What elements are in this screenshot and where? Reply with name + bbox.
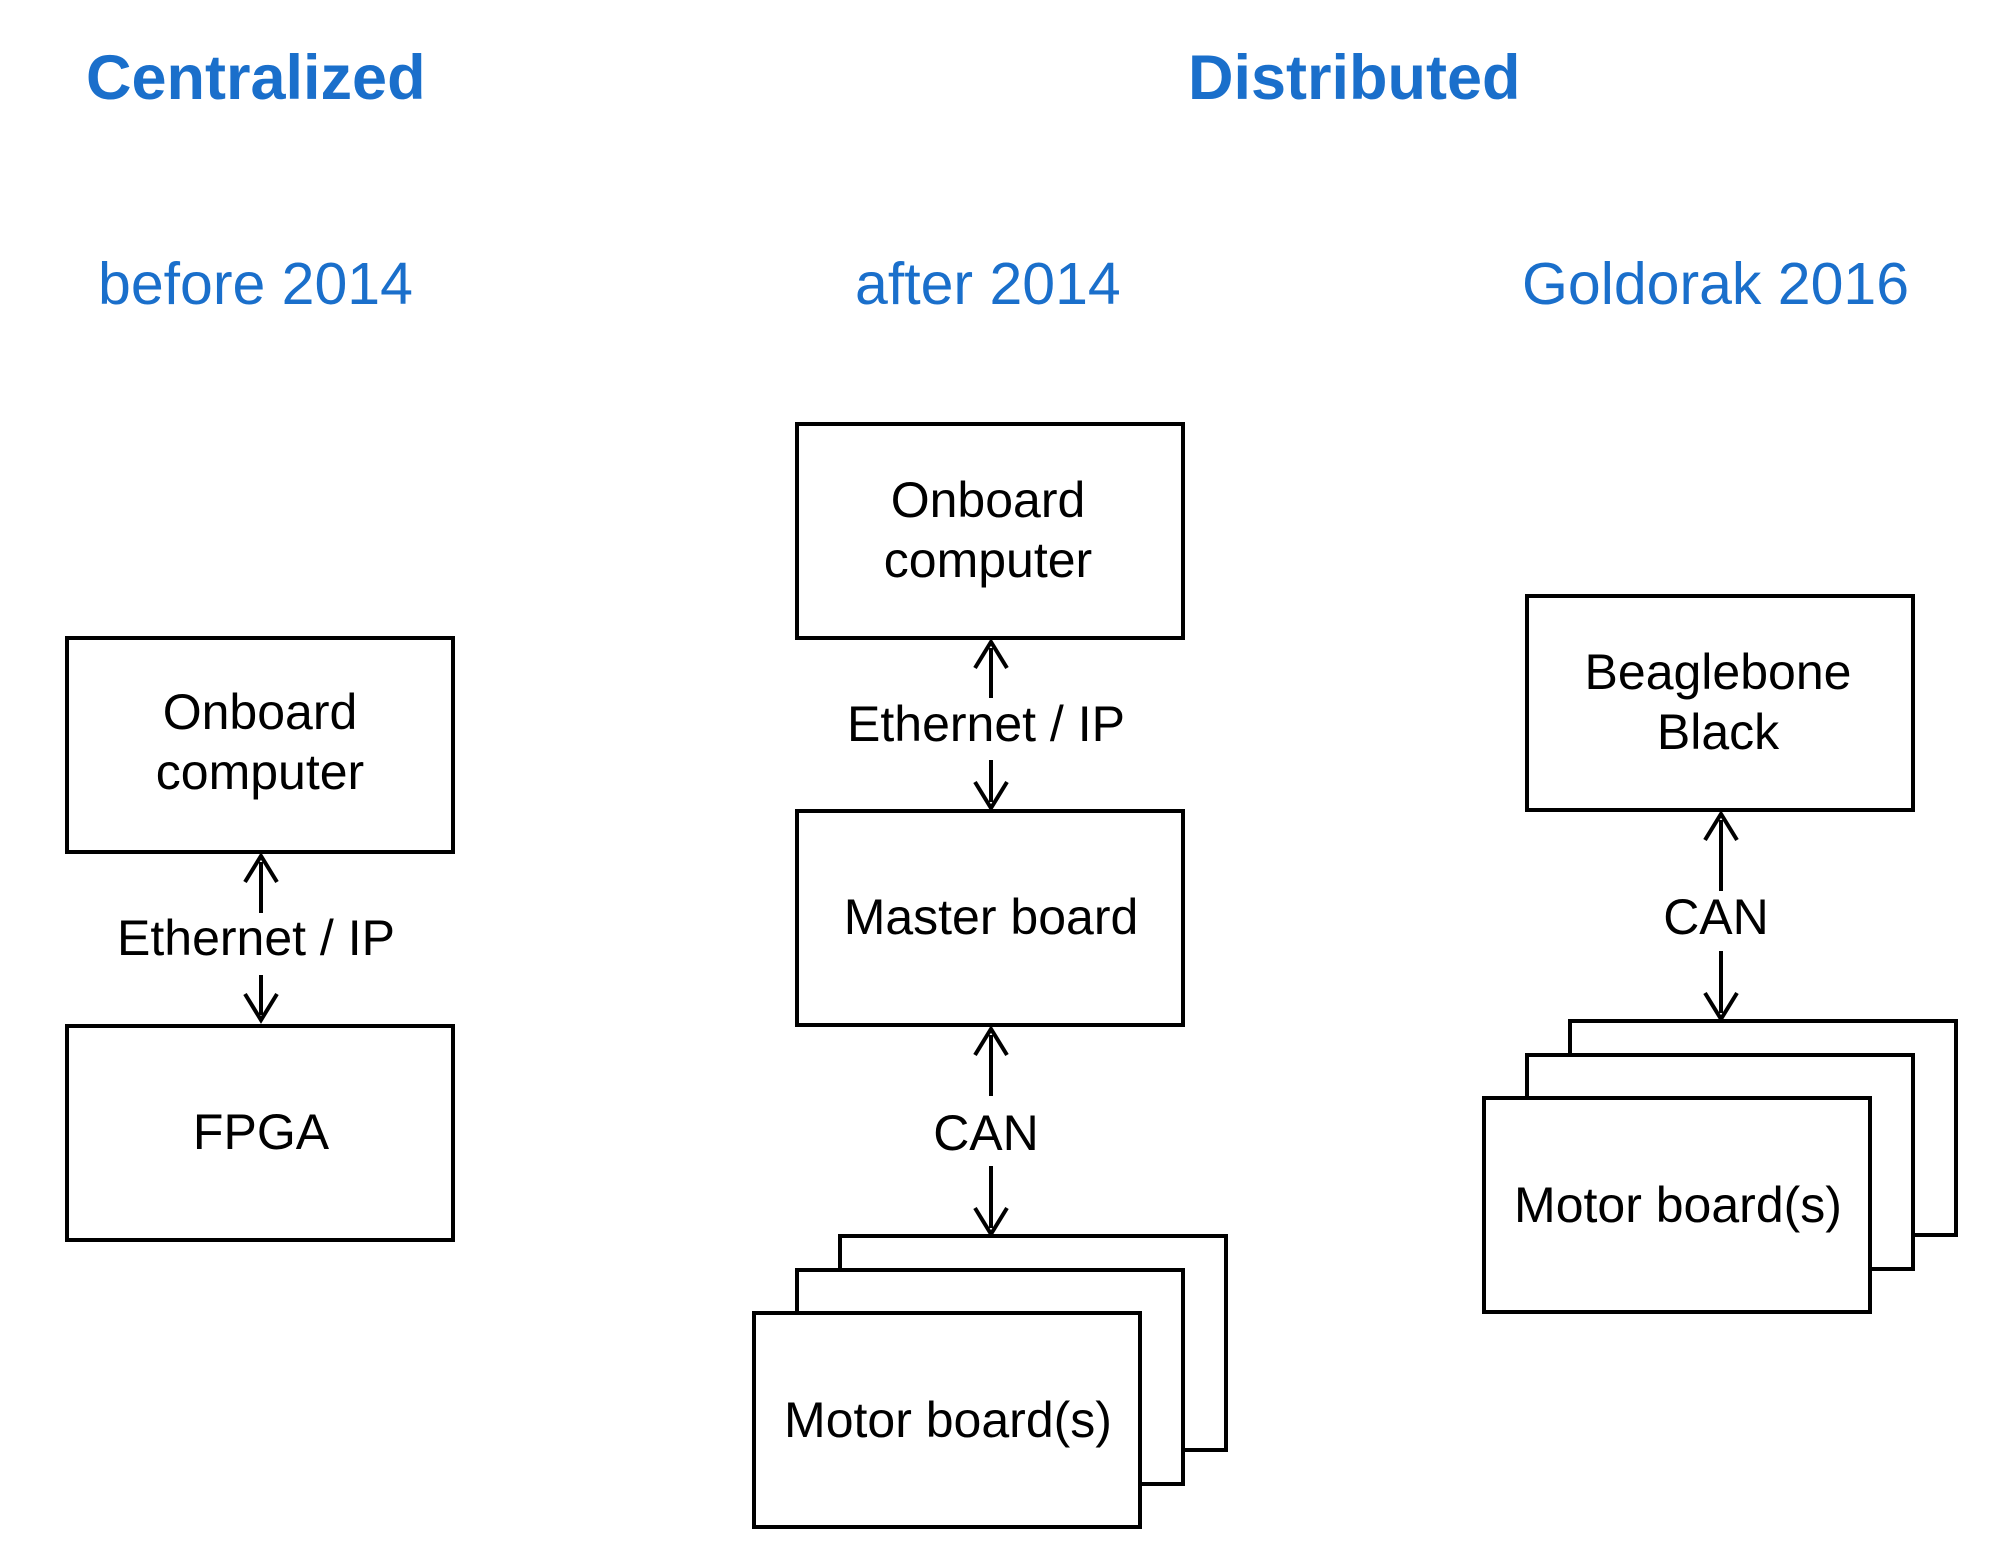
- master-board-label: Master board: [844, 889, 1139, 945]
- onboard-computer-label: computer: [156, 744, 364, 800]
- onboard-computer-label: Onboard: [163, 684, 358, 740]
- motor-board-box: [1482, 1096, 1872, 1314]
- column-heading-after-2014: after 2014: [855, 251, 1121, 317]
- motor-board-label: Motor board(s): [1514, 1177, 1842, 1233]
- master-board-box: [795, 809, 1185, 1027]
- onboard-computer-box: [795, 422, 1185, 640]
- after-2014-column: Onboard computer Ethernet / IP Master bo…: [752, 422, 1228, 1529]
- centralized-heading: Centralized: [86, 43, 426, 113]
- arrow-down-icon: [973, 780, 1009, 812]
- goldorak-2016-column: Beaglebone Black CAN Motor board(s): [1482, 594, 1958, 1314]
- distributed-heading: Distributed: [1188, 43, 1521, 113]
- beaglebone-black-label: Black: [1657, 704, 1780, 760]
- arrow-up-icon: [973, 638, 1009, 670]
- ethernet-ip-label: Ethernet / IP: [847, 696, 1125, 752]
- ethernet-ip-label: Ethernet / IP: [117, 910, 395, 966]
- onboard-computer-box: [65, 636, 455, 854]
- onboard-computer-label: computer: [884, 532, 1092, 588]
- arrow-up-icon: [1703, 810, 1739, 842]
- fpga-label: FPGA: [193, 1104, 330, 1160]
- motor-board-box: [752, 1311, 1142, 1529]
- onboard-computer-label: Onboard: [891, 472, 1086, 528]
- arrow-up-icon: [973, 1025, 1009, 1057]
- column-heading-goldorak-2016: Goldorak 2016: [1522, 251, 1910, 317]
- can-label: CAN: [1663, 889, 1769, 945]
- before-2014-column: Onboard computer Ethernet / IP FPGA: [65, 636, 455, 1242]
- can-label: CAN: [933, 1105, 1039, 1161]
- motor-board-label: Motor board(s): [784, 1392, 1112, 1448]
- beaglebone-black-box: [1525, 594, 1915, 812]
- column-heading-before-2014: before 2014: [98, 251, 413, 317]
- arrow-up-icon: [243, 852, 279, 884]
- arrow-down-icon: [243, 992, 279, 1024]
- fpga-box: [65, 1024, 455, 1242]
- beaglebone-black-label: Beaglebone: [1585, 644, 1852, 700]
